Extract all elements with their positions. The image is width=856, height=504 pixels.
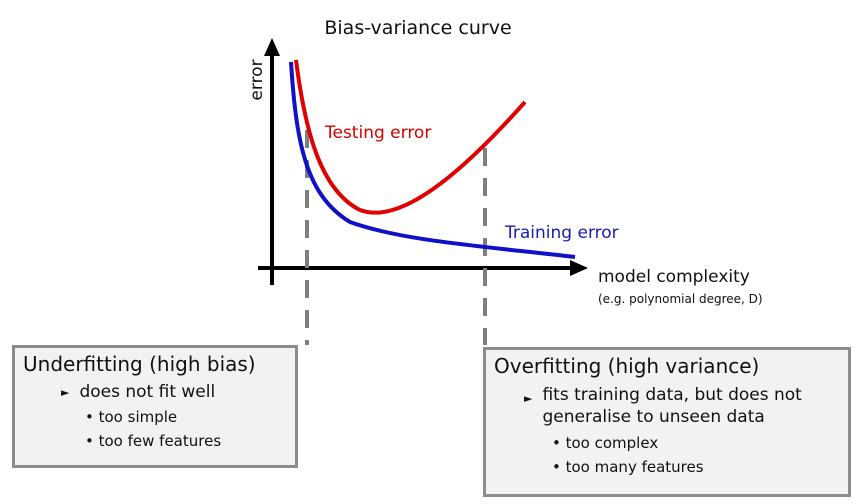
point-text: does not fit well [79,382,216,402]
curve-label: Training error [504,223,619,243]
point: ► fits training data, but does not genera… [524,384,824,428]
subpoint-text: too simple [98,408,178,426]
subpoint: • too many features [552,458,704,476]
subpoint-text: too few features [98,432,222,450]
y-axis-label: error [247,59,267,100]
point: ► does not fit well [61,382,216,402]
underfitting-box: Underfitting (high bias) ► does not fit w… [12,345,298,468]
subpoint-text: too many features [565,458,704,476]
testing-curve [294,59,527,215]
subpoint: • too few features [85,432,222,450]
training-curve [289,61,576,259]
subpoint: • too simple [85,408,178,426]
point-text: fits training data, but does not general… [542,385,802,427]
x-axis-label: model complexity [598,267,750,287]
box-title: Overfitting (high variance) [494,354,760,378]
curve-label: Testing error [324,123,431,143]
subpoint-text: too complex [565,434,659,452]
overfitting-box: Overfitting (high variance) ► fits traini… [483,347,851,497]
title: Bias-variance curve [324,17,511,39]
box-title: Underfitting (high bias) [23,352,256,376]
subpoint: • too complex [552,434,659,452]
x-arrow [570,260,588,276]
x-axis-note: (e.g. polynomial degree, D) [598,292,763,306]
y-arrow [264,38,280,56]
